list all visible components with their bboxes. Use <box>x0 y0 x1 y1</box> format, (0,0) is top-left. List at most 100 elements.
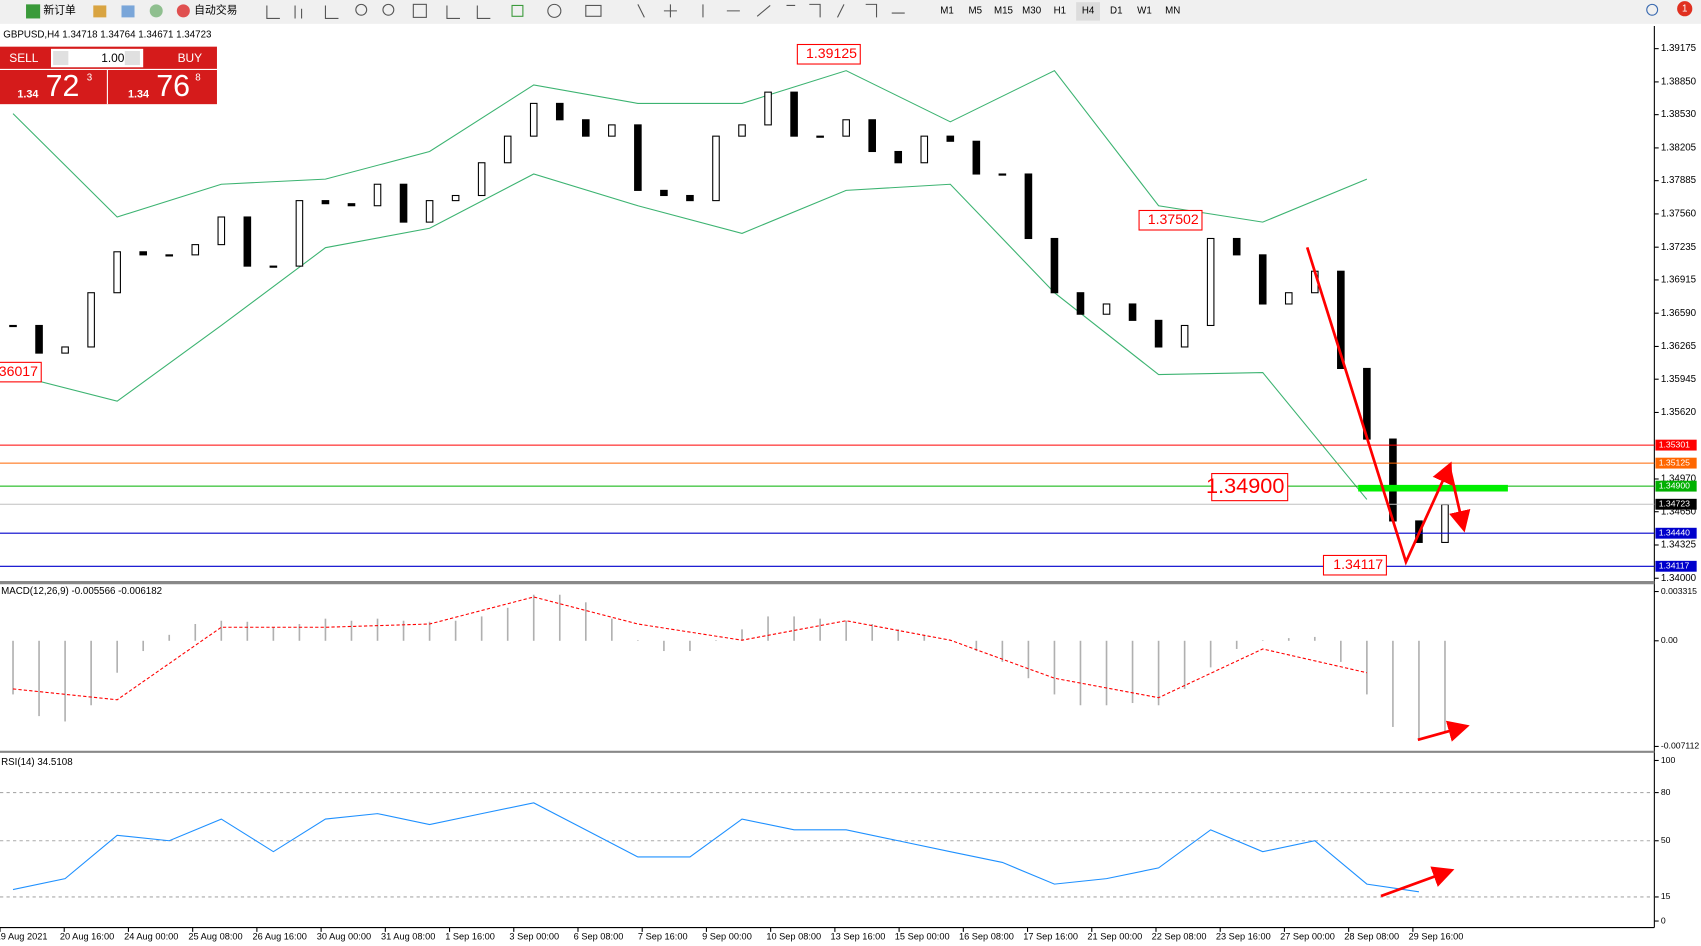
macd-bar <box>1313 636 1316 641</box>
macd-bar <box>1131 640 1134 704</box>
tool-icon[interactable] <box>121 5 135 18</box>
candle <box>842 119 850 137</box>
price-annotation: 1.34117 <box>1333 556 1383 572</box>
macd-bar <box>168 634 171 641</box>
candle <box>217 216 226 246</box>
sell-button[interactable]: SELL <box>9 51 39 65</box>
candle <box>634 124 642 191</box>
candle <box>1389 438 1397 522</box>
buy-button[interactable]: BUY <box>178 51 203 65</box>
x-tick-label: 24 Aug 00:00 <box>124 932 178 942</box>
tool-icons[interactable] <box>266 3 905 20</box>
macd-bar <box>793 616 795 641</box>
candle <box>712 135 720 202</box>
x-tick-label: 19 Aug 2021 <box>0 932 47 942</box>
candle <box>660 189 668 197</box>
y-tick-label: 15 <box>1661 891 1671 901</box>
new-order-button[interactable]: 新订单 <box>43 3 76 17</box>
buy-price-sup: 8 <box>195 73 200 84</box>
auto-trading-icon[interactable] <box>176 4 190 18</box>
macd-bar <box>142 640 145 652</box>
candle <box>738 124 746 137</box>
candle <box>920 135 929 164</box>
tool-icon[interactable] <box>149 4 163 18</box>
new-order-icon[interactable] <box>26 4 41 19</box>
volume-up[interactable] <box>124 51 140 66</box>
macd-bar <box>1079 640 1082 706</box>
candle <box>451 194 460 202</box>
macd-bar <box>1261 640 1264 641</box>
macd-bar <box>767 616 769 641</box>
macd-bar <box>90 640 92 706</box>
badge-count: 1 <box>1682 3 1687 14</box>
macd-bar <box>272 627 275 641</box>
y-tick-label: 0 <box>1661 915 1666 925</box>
macd-bar <box>1209 640 1212 668</box>
timeframe-button[interactable]: H4 <box>1082 5 1095 16</box>
macd-bar <box>454 620 457 641</box>
x-tick-label: 13 Sep 16:00 <box>831 932 886 942</box>
price-level-tag <box>1655 560 1697 572</box>
timeframe-active <box>1076 2 1101 21</box>
x-tick-label: 31 Aug 08:00 <box>381 932 435 942</box>
drawings <box>1305 246 1508 898</box>
macd-bar <box>689 640 691 652</box>
candle <box>555 102 564 121</box>
candle <box>764 91 772 126</box>
candle <box>1180 324 1189 348</box>
timeframe-button[interactable]: M5 <box>968 5 982 16</box>
timeframe-button[interactable]: M30 <box>1022 5 1042 16</box>
x-tick-label: 15 Sep 00:00 <box>895 932 950 942</box>
macd-bar <box>324 618 327 641</box>
volume-field[interactable] <box>50 48 144 68</box>
y-tick-label: 1.38205 <box>1661 142 1697 153</box>
timeframe-button[interactable]: M1 <box>940 5 954 16</box>
search-icon[interactable] <box>1646 3 1659 16</box>
x-tick-label: 9 Sep 00:00 <box>702 932 752 942</box>
notification-badge[interactable] <box>1677 1 1693 17</box>
timeframe-button[interactable]: W1 <box>1137 5 1152 16</box>
volume-value: 1.00 <box>101 51 125 65</box>
timeframe-button[interactable]: D1 <box>1110 5 1122 16</box>
auto-trading-button[interactable]: 自动交易 <box>194 3 237 17</box>
price-level-label: 1.34900 <box>1659 480 1690 490</box>
pullback-arrow <box>1449 470 1471 533</box>
candle <box>9 324 17 328</box>
y-tick-label: 1.34650 <box>1661 506 1697 517</box>
x-tick-label: 10 Sep 08:00 <box>766 932 821 942</box>
candle <box>373 183 382 207</box>
macd-bar <box>1235 640 1238 649</box>
macd-bar <box>1340 640 1342 662</box>
rsi-divergence-arrow <box>1380 866 1455 898</box>
macd-bar <box>64 640 66 722</box>
macd-bar <box>298 623 301 641</box>
x-tick-label: 23 Sep 16:00 <box>1216 932 1271 942</box>
price-level-label: 1.35301 <box>1659 439 1690 449</box>
candle <box>321 200 330 205</box>
timeframe-button[interactable]: H1 <box>1054 5 1066 16</box>
tool-icon[interactable] <box>93 5 107 18</box>
macd-bar <box>715 640 717 641</box>
macd-bar <box>12 640 14 695</box>
candle <box>295 200 304 267</box>
y-tick-label: 1.35620 <box>1661 407 1697 418</box>
y-tick-label: 100 <box>1661 755 1676 765</box>
volume-down[interactable] <box>53 51 69 66</box>
macd-bar <box>220 620 223 641</box>
timeframe-button[interactable]: M15 <box>994 5 1014 16</box>
macd-bar <box>1418 640 1420 740</box>
macd-bar <box>402 620 405 641</box>
x-tick-label: 25 Aug 08:00 <box>188 932 242 942</box>
candle <box>790 91 798 137</box>
price-annotation: 36017 <box>0 363 38 379</box>
one-click-trading: SELL BUY 1.00 1.34 72 3 1.34 76 8 <box>0 46 217 105</box>
timeframe-button[interactable]: MN <box>1165 5 1180 16</box>
macd-divergence-arrow <box>1417 720 1470 742</box>
macd-bar <box>116 640 118 673</box>
macd-bar <box>871 623 874 641</box>
candle <box>816 135 824 138</box>
candle <box>425 200 434 223</box>
macd-label: MACD(12,26,9) -0.005566 -0.006182 <box>1 586 162 597</box>
price-level-tag <box>1655 439 1697 451</box>
